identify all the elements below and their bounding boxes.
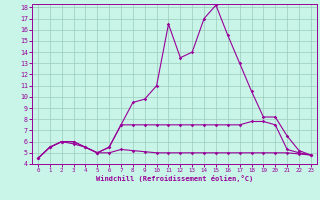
X-axis label: Windchill (Refroidissement éolien,°C): Windchill (Refroidissement éolien,°C) bbox=[96, 175, 253, 182]
